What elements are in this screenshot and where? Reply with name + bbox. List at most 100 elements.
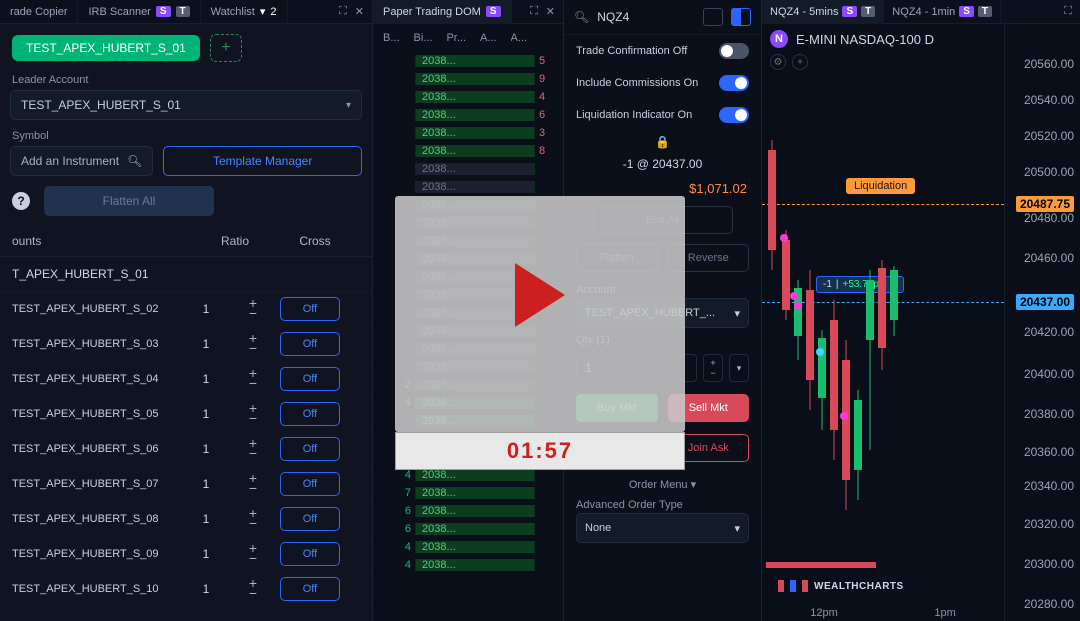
price-tick: 20360.00	[1024, 445, 1074, 459]
symbol-display[interactable]: NQZ4	[597, 10, 695, 24]
ratio-stepper[interactable]: +−	[236, 404, 270, 424]
settings-icon[interactable]: ⚙	[770, 54, 786, 70]
add-icon[interactable]: +	[792, 54, 808, 70]
account-name: TEST_APEX_HUBERT_S_07	[12, 478, 176, 490]
dom-row[interactable]: 2038...6	[373, 106, 563, 124]
price-tick: 20560.00	[1024, 57, 1074, 71]
price-tick: 20300.00	[1024, 557, 1074, 571]
ratio-value: 1	[176, 477, 236, 491]
ratio-stepper[interactable]: +−	[236, 509, 270, 529]
price-tick: 20280.00	[1024, 597, 1074, 611]
account-name: TEST_APEX_HUBERT_S_03	[12, 338, 176, 350]
ratio-stepper[interactable]: +−	[236, 439, 270, 459]
time-axis: 12pm 1pm	[762, 607, 1004, 619]
dom-columns: B...Bi...Pr...A...A...	[373, 24, 563, 52]
ratio-value: 1	[176, 442, 236, 456]
qty-dropdown[interactable]: ▾	[729, 354, 749, 382]
dom-row[interactable]: 62038...	[373, 502, 563, 520]
price-tick: 20380.00	[1024, 407, 1074, 421]
expand-icon[interactable]	[339, 5, 347, 18]
leader-row: T_APEX_HUBERT_S_01	[0, 257, 372, 292]
dom-row[interactable]: 62038...	[373, 520, 563, 538]
ratio-stepper[interactable]: +−	[236, 299, 270, 319]
cross-toggle-button[interactable]: Off	[280, 507, 340, 531]
account-row: TEST_APEX_HUBERT_S_03 1 +− Off	[0, 327, 372, 362]
dom-row[interactable]: 2038...4	[373, 88, 563, 106]
dom-row[interactable]: 2038...5	[373, 52, 563, 70]
cross-toggle-button[interactable]: Off	[280, 332, 340, 356]
price-tick: 20320.00	[1024, 517, 1074, 531]
add-account-button[interactable]: +	[210, 34, 242, 62]
cross-toggle-button[interactable]: Off	[280, 437, 340, 461]
dom-row[interactable]: 42038...	[373, 538, 563, 556]
dom-row[interactable]: 2038...	[373, 160, 563, 178]
price-tick: 20500.00	[1024, 165, 1074, 179]
cross-toggle-button[interactable]: Off	[280, 367, 340, 391]
signal-dot	[790, 292, 798, 300]
symbol-label: Symbol	[0, 128, 372, 146]
left-tabs: rade Copier IRB Scanner S T Watchlist ▾2	[0, 0, 372, 24]
dom-row[interactable]: 72038...	[373, 484, 563, 502]
expand-icon[interactable]	[530, 5, 538, 18]
chart-tab-1min[interactable]: NQZ4 - 1min S T	[884, 0, 1001, 24]
ratio-stepper[interactable]: +−	[236, 474, 270, 494]
cross-toggle-button[interactable]: Off	[280, 542, 340, 566]
ratio-stepper[interactable]: +−	[236, 579, 270, 599]
price-tick: 20437.00	[1016, 294, 1074, 310]
tab-irb-scanner[interactable]: IRB Scanner S T	[78, 0, 200, 24]
badge-s: S	[156, 6, 171, 17]
order-menu-button[interactable]: Order Menu ▾	[564, 468, 761, 495]
leader-account-select[interactable]: TEST_APEX_HUBERT_S_01	[10, 90, 362, 120]
ratio-value: 1	[176, 407, 236, 421]
link-icon[interactable]	[731, 8, 751, 26]
close-icon[interactable]	[355, 5, 364, 18]
ratio-stepper[interactable]: +−	[236, 544, 270, 564]
commissions-toggle[interactable]	[719, 75, 749, 91]
cross-toggle-button[interactable]: Off	[280, 297, 340, 321]
chart-tab-5min[interactable]: NQZ4 - 5mins S T	[762, 0, 884, 24]
dom-row[interactable]: 2038...	[373, 178, 563, 196]
cross-toggle-button[interactable]: Off	[280, 577, 340, 601]
qty-stepper[interactable]: +−	[703, 354, 723, 382]
close-icon[interactable]	[546, 5, 555, 18]
dom-row[interactable]: 2038...9	[373, 70, 563, 88]
video-overlay[interactable]	[395, 196, 685, 432]
dom-row[interactable]: 2038...3	[373, 124, 563, 142]
ratio-value: 1	[176, 302, 236, 316]
dom-row[interactable]: 42038...	[373, 556, 563, 574]
layout-icon[interactable]	[703, 8, 723, 26]
account-row: TEST_APEX_HUBERT_S_09 1 +− Off	[0, 537, 372, 572]
ratio-value: 1	[176, 582, 236, 596]
indicator-bar	[766, 562, 876, 568]
signal-dot	[794, 302, 802, 310]
tab-paper-dom[interactable]: Paper Trading DOM S	[373, 0, 512, 24]
dom-row[interactable]: 2038...8	[373, 142, 563, 160]
badge-t: T	[176, 6, 190, 17]
signal-dot	[780, 234, 788, 242]
trade-confirm-label: Trade Confirmation Off	[576, 45, 687, 57]
lock-icon[interactable]: 🔒	[564, 131, 761, 153]
tab-watchlist[interactable]: Watchlist ▾2	[201, 0, 288, 24]
play-icon[interactable]	[515, 263, 565, 327]
adv-order-select[interactable]: None	[576, 513, 749, 543]
ratio-stepper[interactable]: +−	[236, 334, 270, 354]
cross-toggle-button[interactable]: Off	[280, 472, 340, 496]
account-row: TEST_APEX_HUBERT_S_04 1 +− Off	[0, 362, 372, 397]
liquidation-label: Liquidation Indicator On	[576, 109, 692, 121]
chart-panel: NQZ4 - 5mins S T NQZ4 - 1min S T N E-MIN…	[762, 0, 1080, 621]
ratio-stepper[interactable]: +−	[236, 369, 270, 389]
cross-toggle-button[interactable]: Off	[280, 402, 340, 426]
liquidation-toggle[interactable]	[719, 107, 749, 123]
account-row: TEST_APEX_HUBERT_S_10 1 +− Off	[0, 572, 372, 607]
search-icon[interactable]: 🔍︎	[574, 10, 589, 24]
chart-body[interactable]: Liquidation -1 | +53.75pt × WEALTHCHARTS	[762, 70, 1004, 601]
trade-confirm-toggle[interactable]	[719, 43, 749, 59]
flatten-all-button[interactable]: Flatten All	[44, 186, 214, 216]
ratio-value: 1	[176, 372, 236, 386]
expand-icon[interactable]	[1064, 5, 1072, 18]
template-manager-button[interactable]: Template Manager	[163, 146, 362, 176]
add-instrument-button[interactable]: Add an Instrument 🔍︎	[10, 146, 153, 176]
active-account-pill[interactable]: TEST_APEX_HUBERT_S_01	[12, 35, 200, 61]
help-icon[interactable]: ?	[12, 192, 30, 210]
tab-trade-copier[interactable]: rade Copier	[0, 0, 78, 24]
